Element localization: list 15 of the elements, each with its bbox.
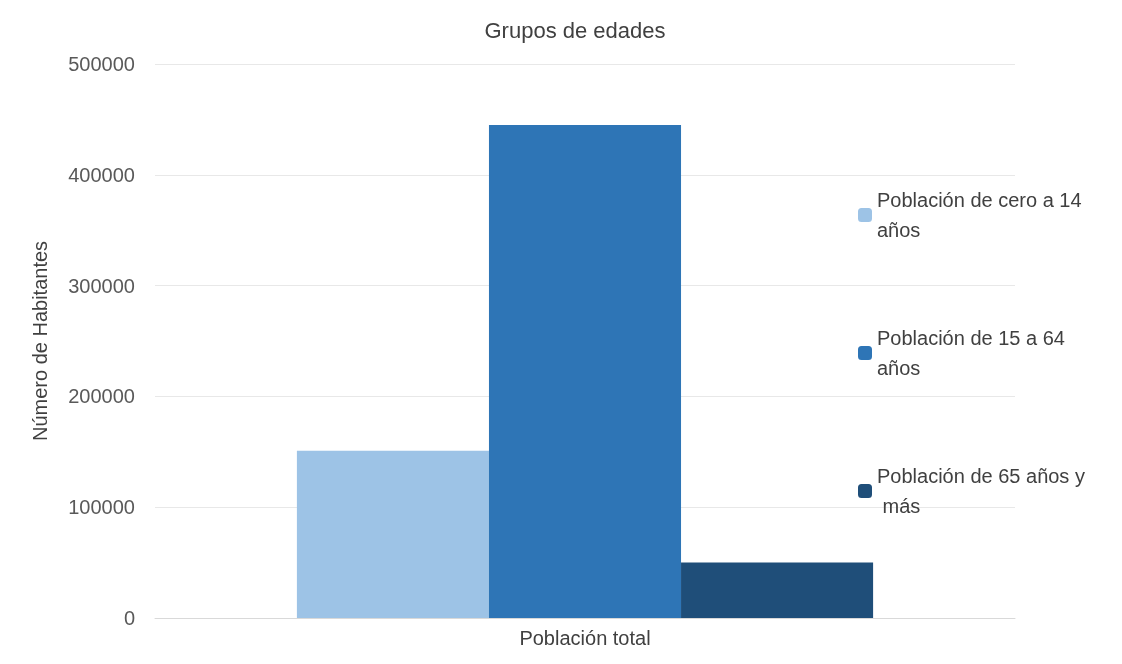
- y-tick-label: 400000: [68, 163, 135, 186]
- y-axis-title: Número de Habitantes: [29, 240, 51, 442]
- legend-label: Población de cero a 14 años: [877, 189, 1088, 241]
- bar: [296, 450, 489, 618]
- y-tick-label: 300000: [68, 274, 135, 297]
- legend-label: Población de 15 a 64 años: [877, 327, 1071, 379]
- y-tick-label: 200000: [68, 385, 135, 408]
- legend-label: Población de 65 años y más: [877, 465, 1085, 517]
- y-tick-label: 0: [123, 607, 135, 629]
- x-tick-label: Población total: [519, 627, 651, 649]
- bar: [488, 124, 682, 618]
- y-tick-label: 100000: [68, 496, 135, 519]
- bar: [681, 562, 874, 618]
- y-tick-label: 500000: [68, 53, 135, 75]
- chart-title: Grupos de edades: [484, 17, 666, 43]
